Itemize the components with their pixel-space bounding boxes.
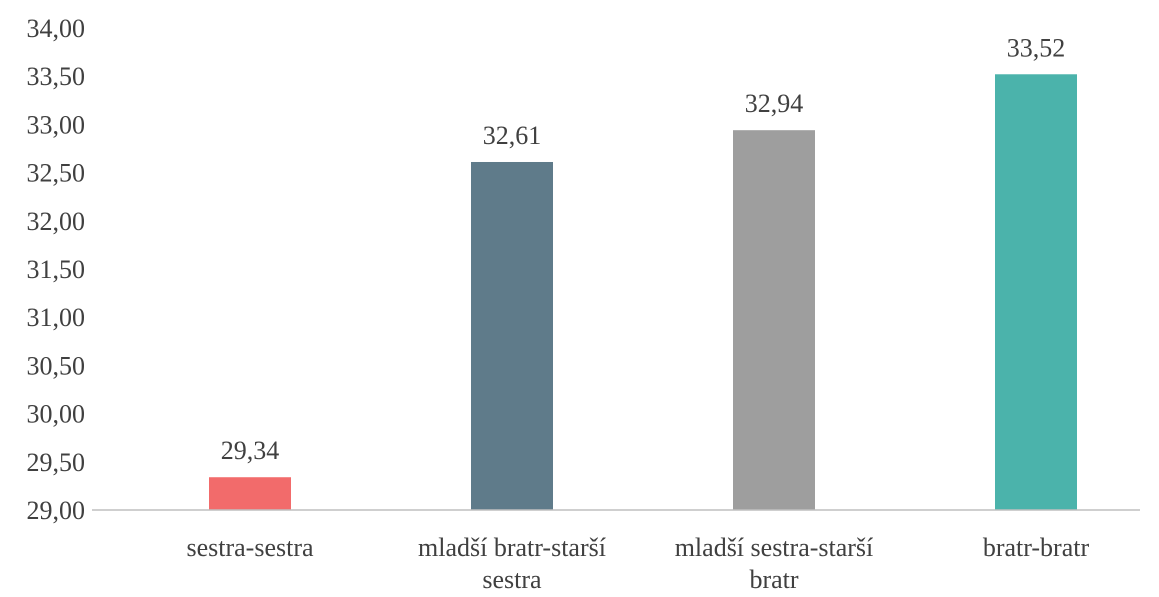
y-tick-label: 34,00 <box>27 14 86 43</box>
y-tick-label: 30,50 <box>27 351 86 380</box>
bar <box>995 74 1077 510</box>
x-tick-label: mladší sestra-starší bratr <box>674 533 874 594</box>
y-tick-label: 29,50 <box>27 448 86 477</box>
x-tick-label: sestra-sestra <box>186 533 314 562</box>
data-label: 29,34 <box>221 436 280 465</box>
y-tick-label: 33,50 <box>27 62 86 91</box>
x-tick-label: bratr-bratr <box>982 533 1090 562</box>
bar <box>209 477 291 510</box>
y-tick-label: 32,50 <box>27 159 86 188</box>
bar <box>733 130 815 510</box>
y-tick-label: 33,00 <box>27 110 86 139</box>
data-label: 32,94 <box>745 89 804 118</box>
bar <box>471 161 553 510</box>
y-tick-label: 31,00 <box>27 303 86 332</box>
y-tick-label: 30,00 <box>27 400 86 429</box>
data-label: 33,52 <box>1007 33 1066 62</box>
y-tick-label: 29,00 <box>27 496 86 525</box>
y-tick-label: 31,50 <box>27 255 86 284</box>
data-label: 32,61 <box>483 121 542 150</box>
y-tick-label: 32,00 <box>27 207 86 236</box>
x-tick-label: mladší bratr-starší sestra <box>418 533 606 594</box>
